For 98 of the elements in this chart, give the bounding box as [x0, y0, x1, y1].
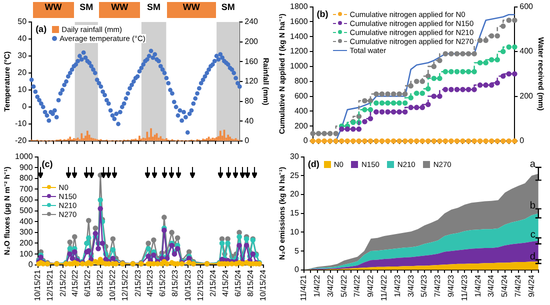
x-tick-label: 7/4/23 — [433, 274, 442, 298]
y-tick-label: 600 — [19, 195, 34, 204]
text: WW — [167, 2, 216, 18]
x-tick-label: 9/4/24 — [526, 274, 536, 298]
x-tick-label: 6/15/24 — [233, 269, 242, 297]
y-tick-label: 200 — [294, 121, 308, 130]
y-tick-label: 400 — [294, 106, 308, 116]
x-tick-label: 6/15/22 — [83, 269, 92, 297]
y-tick-label: 30 — [18, 51, 28, 60]
x-tick-label: 11/4/21 — [299, 274, 308, 302]
x-tick-label: 7/4/22 — [352, 274, 362, 298]
x-tick-label: 8/15/24 — [246, 269, 256, 297]
y-tick-label: 600 — [294, 91, 308, 100]
y-tick-label: 5 — [294, 246, 300, 256]
y-tick-label: 0 — [294, 265, 300, 274]
text: WW — [98, 2, 140, 18]
text: SM — [76, 2, 97, 18]
text: SM — [218, 2, 239, 18]
y-tick-label: -10 — [15, 119, 28, 128]
x-tick-label: 11/4/22 — [380, 274, 388, 302]
x-tick-label: 7/4/24 — [514, 274, 523, 298]
y-tick-label: 30 — [290, 152, 300, 162]
x-tick-label: 3/4/23 — [406, 274, 416, 298]
y-tick-label: 1800 — [290, 2, 308, 12]
x-tick-label: 11/4/23 — [460, 274, 469, 302]
x-tick-label: 4/15/23 — [146, 269, 155, 297]
y2-tick-label: 400 — [520, 46, 534, 56]
y2-tick-label: 600 — [520, 2, 534, 12]
x-tick-label: 10/15/24 — [258, 269, 268, 301]
x-tick-label: 12/15/21 — [46, 269, 55, 301]
data-label: a — [530, 159, 536, 170]
x-tick-label: 8/15/23 — [170, 269, 180, 297]
x-tick-label: 8/15/22 — [96, 269, 105, 297]
y-tick-label: 900 — [19, 162, 34, 172]
y-tick-label: 1000 — [290, 62, 308, 71]
y-tick-label: 10 — [18, 85, 28, 94]
y2-tick-label: 0 — [520, 136, 525, 146]
x-tick-label: 9/4/22 — [366, 274, 376, 298]
y-tick-label: 50 — [18, 17, 28, 26]
x-tick-label: 10/15/21 — [33, 269, 42, 301]
y2-tick-label: 160 — [244, 56, 259, 66]
x-tick-label: 3/4/22 — [326, 274, 335, 298]
x-tick-label: 2/15/22 — [58, 269, 68, 297]
x-tick-label: 5/4/24 — [500, 274, 510, 298]
chart-title: (a) — [36, 24, 47, 34]
y2-tick-label: 120 — [244, 76, 259, 86]
y-tick-label: 800 — [19, 174, 34, 183]
y-tick-label: 40 — [18, 34, 28, 44]
y-tick-label: 0 — [22, 102, 28, 112]
y-tick-label: 300 — [19, 228, 34, 237]
y-tick-label: 800 — [294, 76, 308, 86]
x-tick-label: 10/15/22 — [108, 269, 118, 301]
y2-tick-label: 40 — [244, 116, 254, 126]
y-tick-label: 500 — [19, 206, 34, 216]
y-tick-label: 1200 — [290, 46, 308, 56]
y-tick-label: 25 — [290, 170, 300, 180]
x-tick-label: 5/4/22 — [339, 274, 348, 298]
data-label: c — [530, 230, 536, 241]
y-tick-label: 10 — [290, 227, 300, 236]
y-tick-label: 100 — [19, 249, 34, 258]
y2-tick-label: 240 — [244, 17, 259, 26]
y-tick-label: 0 — [303, 136, 308, 146]
y-tick-label: 15 — [290, 208, 300, 218]
text: WW — [32, 2, 74, 18]
y-tick-label: 20 — [18, 68, 28, 78]
x-tick-label: 5/4/23 — [420, 274, 429, 298]
y-tick-label: 1400 — [290, 32, 308, 41]
y2-tick-label: 0 — [244, 136, 250, 146]
x-tick-label: 4/15/24 — [220, 269, 230, 297]
chart-title: (b) — [316, 8, 328, 19]
chart-title: (c) — [42, 158, 53, 169]
y2-tick-label: 200 — [244, 37, 259, 46]
x-tick-label: 12/15/22 — [120, 269, 130, 301]
x-tick-label: 4/15/22 — [70, 269, 80, 297]
chart-title: (d) — [308, 158, 320, 169]
x-tick-label: 1/4/22 — [312, 274, 322, 298]
x-tick-label: 6/15/23 — [158, 269, 168, 297]
data-label: d — [530, 251, 536, 262]
x-tick-label: 1/4/24 — [473, 274, 482, 298]
x-tick-label: 9/4/23 — [446, 274, 456, 298]
y2-tick-label: 80 — [244, 96, 254, 106]
x-tick-label: 12/15/23 — [196, 269, 205, 301]
y-tick-label: 400 — [19, 216, 34, 226]
y-tick-label: 700 — [19, 184, 34, 194]
x-tick-label: 10/15/23 — [183, 269, 192, 301]
y-tick-label: 200 — [19, 238, 34, 248]
data-label: b — [530, 200, 536, 212]
x-tick-label: 2/15/24 — [208, 269, 218, 297]
x-tick-label: 3/4/24 — [486, 274, 496, 298]
text: SM — [142, 2, 166, 18]
y-tick-label: 1600 — [290, 16, 308, 26]
y-tick-label: -20 — [15, 136, 28, 146]
x-tick-label: 1/4/23 — [392, 274, 402, 298]
y-tick-label: 0 — [28, 260, 34, 270]
y-tick-label: 20 — [290, 190, 300, 199]
y-tick-label: 1000 — [15, 152, 34, 162]
y2-tick-label: 200 — [520, 91, 534, 100]
x-tick-label: 2/15/23 — [133, 269, 142, 297]
